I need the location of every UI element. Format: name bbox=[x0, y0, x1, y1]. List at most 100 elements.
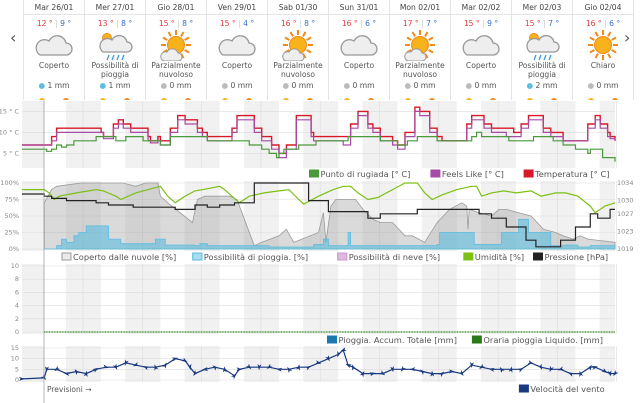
humidity-line bbox=[22, 182, 616, 214]
y2-tick-label: 1034 bbox=[617, 179, 634, 187]
night-band bbox=[66, 101, 101, 168]
wind-direction-arrow bbox=[340, 347, 347, 352]
legend-label[interactable]: Pressione [hPa] bbox=[545, 252, 609, 262]
sunrise-sunset-icons bbox=[161, 98, 191, 100]
sun-weather-icon bbox=[573, 29, 633, 61]
day-date: Gio 02/04 bbox=[573, 0, 633, 15]
night-band bbox=[540, 264, 576, 334]
wind-direction-arrow bbox=[230, 373, 237, 380]
meteogram: 15 ° C 10 ° C 5 ° C Temperatura [° C] Feels … bbox=[0, 100, 634, 403]
temp-low: 8 ° bbox=[121, 19, 133, 28]
wind-direction-arrow bbox=[430, 370, 435, 377]
y-tick-label: 4 bbox=[15, 302, 19, 310]
temp-high: 12 ° bbox=[36, 19, 53, 28]
sunrise-sunset-icons bbox=[100, 98, 130, 100]
temp-high: 16 ° bbox=[341, 19, 358, 28]
night-band bbox=[303, 101, 339, 168]
raindrop-icon: ● bbox=[404, 81, 412, 90]
y-tick-label: 50% bbox=[5, 212, 19, 220]
day-card[interactable]: Sab 01/30 16 ° | 8 ° Parzialmente nuvolo… bbox=[268, 0, 329, 100]
wind-direction-arrow bbox=[517, 367, 524, 373]
wind-direction-arrow bbox=[508, 366, 513, 373]
night-band bbox=[243, 346, 279, 382]
day-date: Gio 28/01 bbox=[146, 0, 206, 15]
wind-direction-arrow bbox=[607, 370, 612, 377]
legend-label[interactable]: Punto di rugiada [° C] bbox=[321, 169, 411, 179]
daily-forecast-cards: Mar 26/01 12 ° | 9 ° Coperto ● 1 mm Mer … bbox=[23, 0, 634, 100]
day-card[interactable]: Mer 02/03 15 ° | 7 ° Possibilità di piog… bbox=[512, 0, 573, 100]
wind-direction-arrow bbox=[315, 360, 322, 364]
day-card[interactable]: Gio 28/01 15 ° | 8 ° Parzialmente nuvolo… bbox=[146, 0, 207, 100]
wind-direction-arrow bbox=[400, 365, 406, 372]
condition-text: Parzialmente nuvoloso bbox=[273, 61, 323, 79]
day-date: Sab 01/30 bbox=[268, 0, 328, 15]
legend-swatch bbox=[523, 169, 534, 178]
chart-panel-2 bbox=[22, 264, 618, 334]
condition-text: Coperto bbox=[221, 61, 253, 70]
next-arrow-button[interactable]: › bbox=[624, 28, 631, 47]
temp-high: 13 ° bbox=[97, 19, 114, 28]
day-card[interactable]: Mar 02/02 15 ° | 9 ° Coperto ● 0 mm bbox=[451, 0, 512, 100]
legend-label[interactable]: Coperto dalle nuvole [%] bbox=[73, 252, 176, 262]
wind-direction-arrow bbox=[171, 357, 179, 362]
rain-amount: 1 mm bbox=[108, 81, 131, 90]
day-card[interactable]: Ven 29/01 15 ° | 4 ° Coperto ● 0 mm bbox=[207, 0, 268, 100]
legend-swatch bbox=[518, 384, 529, 393]
day-card[interactable]: Gio 02/04 16 ° | 6 ° Chiaro ● 0 mm bbox=[573, 0, 634, 100]
night-band bbox=[481, 264, 517, 334]
wind-direction-arrow bbox=[63, 372, 70, 376]
temp-low: 6 ° bbox=[609, 19, 621, 28]
chart-panel-0 bbox=[22, 101, 618, 168]
night-band bbox=[481, 346, 517, 382]
legend-label[interactable]: Possibilità di pioggia. [%] bbox=[204, 252, 308, 262]
rain-amount: 1 mm bbox=[47, 81, 70, 90]
raindrop-icon: ● bbox=[38, 81, 46, 90]
rain-amount: 0 mm bbox=[169, 81, 192, 90]
temp-low: 9 ° bbox=[487, 19, 499, 28]
temp-high: 15 ° bbox=[524, 19, 541, 28]
y-tick-label: 8 bbox=[15, 275, 19, 283]
rain-amount: 0 mm bbox=[230, 81, 253, 90]
y2-tick-label: 1030 bbox=[617, 197, 634, 205]
day-card[interactable]: Mar 26/01 12 ° | 9 ° Coperto ● 1 mm bbox=[24, 0, 85, 100]
legend-label[interactable]: Pioggia. Accum. Totale [mm] bbox=[339, 335, 457, 345]
wind-direction-arrow bbox=[296, 364, 301, 371]
legend-label[interactable]: Oraria pioggia Liquido. [mm] bbox=[483, 335, 603, 345]
cloud-weather-icon bbox=[24, 29, 84, 61]
wind-direction-arrow bbox=[187, 363, 192, 371]
legend-swatch bbox=[533, 252, 543, 261]
wind-direction-arrow bbox=[112, 363, 118, 370]
cloud-weather-icon bbox=[207, 29, 267, 61]
legend-label[interactable]: Feels Like [° C] bbox=[442, 169, 504, 179]
y-tick-label: 100% bbox=[0, 179, 19, 187]
forecast-label: Previsioni → bbox=[47, 385, 92, 394]
day-card[interactable]: Mon 02/01 17 ° | 7 ° Parzialmente nuvolo… bbox=[390, 0, 451, 100]
temp-high: 16 ° bbox=[280, 19, 297, 28]
wind-direction-arrow bbox=[54, 365, 61, 372]
legend-label[interactable]: Velocità del vento bbox=[530, 384, 604, 394]
wind-direction-arrow bbox=[458, 370, 464, 376]
legend-label[interactable]: Temperatura [° C] bbox=[534, 169, 609, 179]
day-card[interactable]: Sun 31/01 16 ° | 6 ° Coperto ● 0 mm bbox=[329, 0, 390, 100]
temp-high: 16 ° bbox=[585, 19, 602, 28]
raindrop-icon: ● bbox=[282, 81, 290, 90]
prev-arrow-button[interactable]: ‹ bbox=[10, 28, 17, 47]
legend-swatch bbox=[430, 169, 441, 178]
wind-direction-arrow bbox=[19, 376, 25, 381]
night-band bbox=[599, 346, 615, 382]
wind-direction-arrow bbox=[40, 374, 47, 381]
sunrise-sunset-icons bbox=[405, 98, 435, 100]
day-card[interactable]: Mer 27/01 13 ° | 8 ° Possibilità di piog… bbox=[85, 0, 146, 100]
night-band bbox=[599, 264, 615, 334]
legend-label[interactable]: Umidità [%] bbox=[475, 252, 524, 262]
temp-high: 15 ° bbox=[158, 19, 175, 28]
wind-direction-arrow bbox=[74, 369, 80, 376]
wind-direction-arrow bbox=[193, 369, 199, 377]
legend-label[interactable]: Possibilità di neve [%] bbox=[349, 252, 440, 262]
wind-direction-arrow bbox=[266, 363, 273, 370]
wind-direction-arrow bbox=[420, 369, 426, 375]
rainchance-area bbox=[44, 218, 616, 250]
night-band bbox=[481, 101, 517, 168]
wind-direction-arrow bbox=[236, 367, 243, 372]
day-date: Mar 26/01 bbox=[24, 0, 84, 15]
